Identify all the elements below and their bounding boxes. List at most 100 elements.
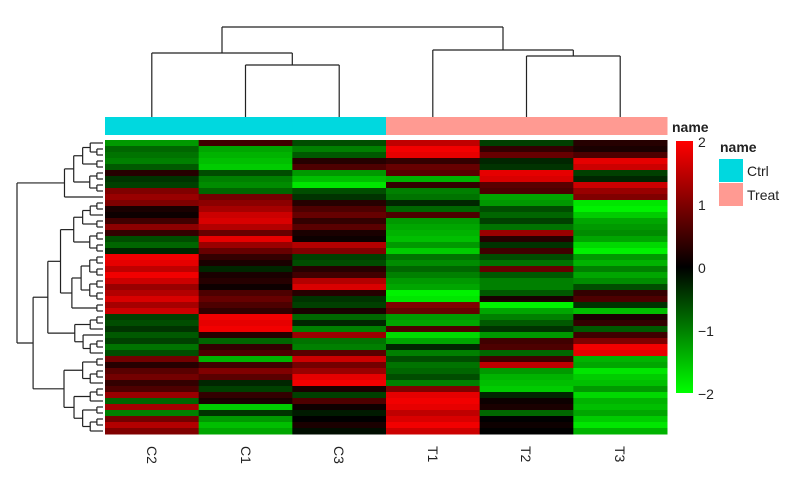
heatmap-cell xyxy=(479,236,574,243)
heatmap-cell xyxy=(479,200,574,207)
heatmap-cell xyxy=(198,212,293,219)
heatmap-cell xyxy=(573,314,668,321)
heatmap-cell xyxy=(479,218,574,225)
heatmap-cell xyxy=(198,206,293,213)
heatmap-cell xyxy=(292,284,387,291)
heatmap-cell xyxy=(105,398,200,405)
heatmap-cell xyxy=(105,260,200,267)
heatmap-cell xyxy=(292,242,387,249)
heatmap-cell xyxy=(198,224,293,231)
column-label: T2 xyxy=(518,446,534,463)
heatmap-cell xyxy=(198,368,293,375)
heatmap-cell xyxy=(479,158,574,165)
heatmap-cell xyxy=(479,410,574,417)
heatmap-cell xyxy=(479,422,574,429)
heatmap-cell xyxy=(198,266,293,273)
heatmap-cell xyxy=(386,260,481,267)
heatmap-cell xyxy=(198,158,293,165)
heatmap-cell xyxy=(198,428,293,435)
legend-label-treat: Treat xyxy=(747,187,779,203)
heatmap-cell xyxy=(386,236,481,243)
heatmap-cell xyxy=(105,212,200,219)
heatmap-cell xyxy=(573,332,668,339)
heatmap-cell xyxy=(105,242,200,249)
heatmap-cell xyxy=(198,362,293,369)
heatmap-cell xyxy=(198,140,293,147)
heatmap-cell xyxy=(292,410,387,417)
heatmap-cell xyxy=(105,308,200,315)
heatmap-cell xyxy=(479,224,574,231)
heatmap-cell xyxy=(198,356,293,363)
heatmap-cell xyxy=(386,206,481,213)
heatmap-cell xyxy=(198,182,293,189)
heatmap-cell xyxy=(386,338,481,345)
heatmap-cell xyxy=(573,422,668,429)
heatmap-cell xyxy=(386,320,481,327)
colorbar-title: name xyxy=(672,119,709,135)
heatmap-cell xyxy=(386,158,481,165)
heatmap-cell xyxy=(198,302,293,309)
heatmap-cell xyxy=(479,344,574,351)
heatmap-cell xyxy=(198,374,293,381)
heatmap-cell xyxy=(292,188,387,195)
heatmap-cell xyxy=(573,308,668,315)
heatmap-cell xyxy=(479,242,574,249)
heatmap-cell xyxy=(105,422,200,429)
heatmap-cell xyxy=(105,338,200,345)
heatmap-cell xyxy=(292,296,387,303)
heatmap-cell xyxy=(573,410,668,417)
heatmap-cell xyxy=(198,278,293,285)
heatmap-cell xyxy=(386,296,481,303)
heatmap-cell xyxy=(198,326,293,333)
heatmap-cell xyxy=(386,188,481,195)
heatmap-cell xyxy=(479,278,574,285)
heatmap-cell xyxy=(292,320,387,327)
heatmap-cell xyxy=(292,218,387,225)
heatmap-cell xyxy=(105,326,200,333)
heatmap-cell xyxy=(105,254,200,261)
column-annotation-bar xyxy=(105,117,668,135)
heatmap-cell xyxy=(198,332,293,339)
colorbar: name 2 1 0 −1 −2 xyxy=(672,119,714,402)
heatmap-cell xyxy=(105,344,200,351)
heatmap-cell xyxy=(479,302,574,309)
heatmap-cell xyxy=(573,272,668,279)
heatmap-cell xyxy=(573,302,668,309)
heatmap-cell xyxy=(479,314,574,321)
heatmap-cell xyxy=(198,254,293,261)
colorbar-tick-label: −1 xyxy=(698,323,714,339)
heatmap-cell xyxy=(105,416,200,423)
heatmap-cell xyxy=(198,386,293,393)
heatmap-cell xyxy=(386,230,481,237)
heatmap-cell xyxy=(292,416,387,423)
heatmap-cell xyxy=(479,266,574,273)
heatmap-cell xyxy=(105,194,200,201)
heatmap-cell xyxy=(479,290,574,297)
heatmap-cell xyxy=(573,206,668,213)
heatmap-cell xyxy=(386,200,481,207)
heatmap-cell xyxy=(292,170,387,177)
heatmap-cell xyxy=(105,320,200,327)
heatmap-cell xyxy=(573,200,668,207)
heatmap-cell xyxy=(573,140,668,147)
heatmap-cell xyxy=(573,230,668,237)
heatmap-cell xyxy=(573,242,668,249)
heatmap-cell xyxy=(292,152,387,159)
heatmap-cell xyxy=(198,152,293,159)
heatmap-cell xyxy=(573,278,668,285)
heatmap-cell xyxy=(198,248,293,255)
heatmap-cell xyxy=(573,296,668,303)
heatmap-cell xyxy=(479,308,574,315)
heatmap-cell xyxy=(105,248,200,255)
heatmap-cell xyxy=(386,416,481,423)
heatmap-cell xyxy=(479,326,574,333)
heatmap-cell xyxy=(198,218,293,225)
column-label: C1 xyxy=(238,446,254,464)
heatmap-cell xyxy=(292,392,387,399)
column-label: C2 xyxy=(144,446,160,464)
heatmap-cell xyxy=(105,230,200,237)
heatmap-cell xyxy=(386,164,481,171)
heatmap-cell xyxy=(386,140,481,147)
heatmap-cell xyxy=(292,254,387,261)
heatmap-cell xyxy=(479,356,574,363)
